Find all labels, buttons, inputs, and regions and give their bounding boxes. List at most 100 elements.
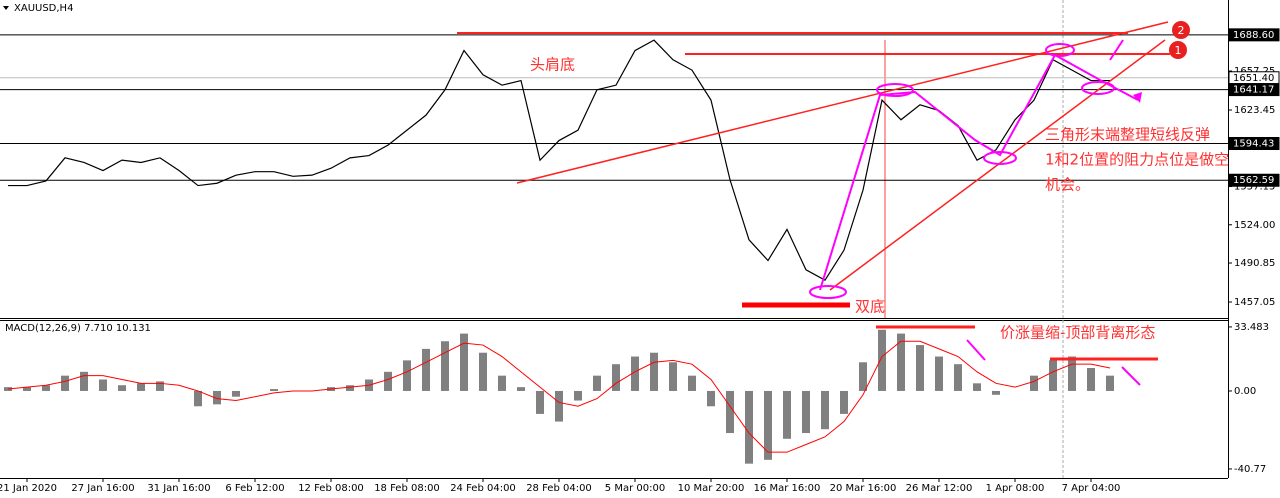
x-tick-label: 1 Apr 08:00 (986, 483, 1045, 494)
macd-bar (764, 390, 772, 460)
macd-bar (688, 375, 696, 391)
macd-bar (1049, 360, 1057, 391)
macd-bar (346, 385, 354, 391)
macd-bar (954, 364, 962, 391)
indicator-title: MACD(12,26,9) 7.710 10.131 (5, 323, 151, 334)
annotation: 机会。 (1045, 176, 1090, 194)
annotation: 1和2位置的阻力点位是做空 (1045, 151, 1229, 169)
level-box (1228, 28, 1280, 42)
macd-bar (992, 390, 1000, 395)
x-tick-label: 31 Jan 16:00 (147, 483, 210, 494)
macd-bar (555, 390, 563, 422)
x-tick-label: 26 Mar 12:00 (906, 483, 973, 494)
macd-bar (232, 390, 240, 397)
signal-line (7, 340, 1111, 453)
y-tick-label: 1457.05 (1234, 297, 1275, 308)
macd-bar (422, 348, 430, 391)
price-line (8, 39, 1110, 281)
y-tick-label: 33.483 (1234, 322, 1269, 333)
y-tick-label: 1490.85 (1234, 258, 1275, 269)
annotation: 头肩底 (530, 56, 575, 74)
marker-label: 2 (1178, 24, 1185, 37)
y-tick-label: 0.00 (1234, 386, 1256, 397)
x-tick-label: 16 Mar 16:00 (754, 483, 821, 494)
macd-bar (384, 371, 392, 391)
macd-bar (118, 385, 126, 391)
x-tick-label: 28 Feb 04:00 (526, 483, 592, 494)
x-tick-label: 12 Feb 08:00 (298, 483, 364, 494)
level-label: 1641.17 (1233, 85, 1274, 96)
y-tick-label: 1557.15 (1234, 182, 1275, 193)
macd-bar (213, 390, 221, 405)
annotation: 价涨量缩-顶部背离形态 (1000, 324, 1155, 342)
annotation: 双底 (855, 298, 885, 316)
marker-label: 1 (1175, 44, 1182, 57)
level-label: 1562.59 (1233, 175, 1274, 186)
macd-bar (574, 390, 582, 401)
macd-bar (441, 341, 449, 391)
macd-bar (479, 352, 487, 391)
macd-bar (935, 356, 943, 391)
macd-bar (403, 360, 411, 391)
macd-bar (783, 390, 791, 439)
x-tick-label: 18 Feb 08:00 (374, 483, 440, 494)
macd-bar (726, 390, 734, 434)
y-tick-label: 1524.00 (1234, 220, 1275, 231)
level-label: 1651.40 (1233, 73, 1274, 84)
macd-bar (1030, 375, 1038, 391)
macd-bar (707, 390, 715, 407)
macd-bar (745, 390, 753, 464)
macd-bar (517, 387, 525, 391)
annotation: 三角形末端整理短线反弹 (1045, 126, 1210, 144)
macd-bar (4, 387, 12, 391)
macd-bar (916, 345, 924, 391)
level-box (1228, 173, 1280, 187)
x-tick-label: 10 Mar 20:00 (678, 483, 745, 494)
macd-bar (99, 379, 107, 391)
drawings (457, 21, 1190, 386)
level-label: 1688.60 (1233, 30, 1274, 41)
y-tick-label: -40.77 (1234, 464, 1266, 475)
macd-bar (669, 362, 677, 391)
macd-bar (840, 390, 848, 414)
level-box (1228, 137, 1280, 151)
x-tick-label: 24 Feb 04:00 (450, 483, 516, 494)
macd-bar (859, 362, 867, 391)
macd-bar (1087, 368, 1095, 391)
macd-bar (23, 387, 31, 391)
macd-bar (536, 390, 544, 414)
macd-bar (897, 333, 905, 391)
x-tick-label: 21 Jan 2020 (0, 483, 57, 494)
macd-bar (137, 383, 145, 391)
menu-arrow (3, 6, 9, 10)
macd-bar (460, 333, 468, 391)
macd-bar (631, 356, 639, 391)
macd-bar (650, 352, 658, 391)
macd-bar (42, 385, 50, 391)
macd-bar (593, 375, 601, 391)
macd-bar (61, 375, 69, 391)
x-tick-label: 27 Jan 16:00 (71, 483, 134, 494)
macd-bar (156, 381, 164, 391)
macd-bar (821, 390, 829, 430)
macd-bar (878, 329, 886, 391)
macd-bar (194, 390, 202, 407)
x-tick-label: 5 Mar 00:00 (605, 483, 665, 494)
macd-bar (802, 390, 810, 434)
x-tick-label: 20 Mar 16:00 (830, 483, 897, 494)
macd-bar (498, 375, 506, 391)
x-tick-label: 7 Apr 04:00 (1062, 483, 1121, 494)
chart-title: XAUUSD,H4 (14, 3, 73, 14)
x-tick-label: 6 Feb 12:00 (225, 483, 284, 494)
macd-bar (80, 371, 88, 391)
macd-bar (270, 389, 278, 391)
macd-bar (973, 383, 981, 391)
macd-bar (1068, 356, 1076, 391)
level-label: 1594.43 (1233, 139, 1274, 150)
macd-bar (612, 364, 620, 391)
level-box (1228, 83, 1280, 97)
y-tick-label: 1623.45 (1234, 105, 1275, 116)
macd-bar (1106, 375, 1114, 391)
